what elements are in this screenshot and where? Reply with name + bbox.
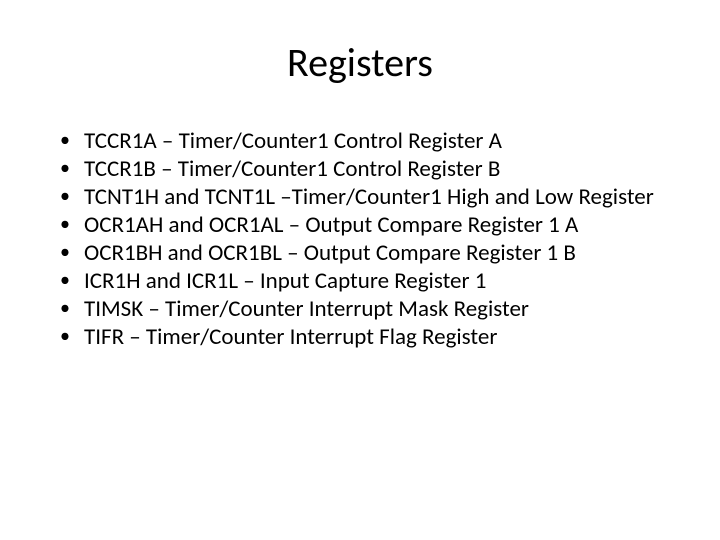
- list-item: TIMSK – Timer/Counter Interrupt Mask Reg…: [60, 295, 680, 323]
- slide-title: Registers: [40, 38, 680, 87]
- list-item: OCR1BH and OCR1BL – Output Compare Regis…: [60, 239, 680, 267]
- list-item: TCCR1A – Timer/Counter1 Control Register…: [60, 127, 680, 155]
- slide: Registers TCCR1A – Timer/Counter1 Contro…: [0, 0, 720, 540]
- list-item: TCNT1H and TCNT1L –Timer/Counter1 High a…: [60, 183, 680, 211]
- list-item: ICR1H and ICR1L – Input Capture Register…: [60, 267, 680, 295]
- list-item: TIFR – Timer/Counter Interrupt Flag Regi…: [60, 323, 680, 351]
- list-item: TCCR1B – Timer/Counter1 Control Register…: [60, 155, 680, 183]
- bullet-list: TCCR1A – Timer/Counter1 Control Register…: [60, 127, 680, 351]
- list-item: OCR1AH and OCR1AL – Output Compare Regis…: [60, 211, 680, 239]
